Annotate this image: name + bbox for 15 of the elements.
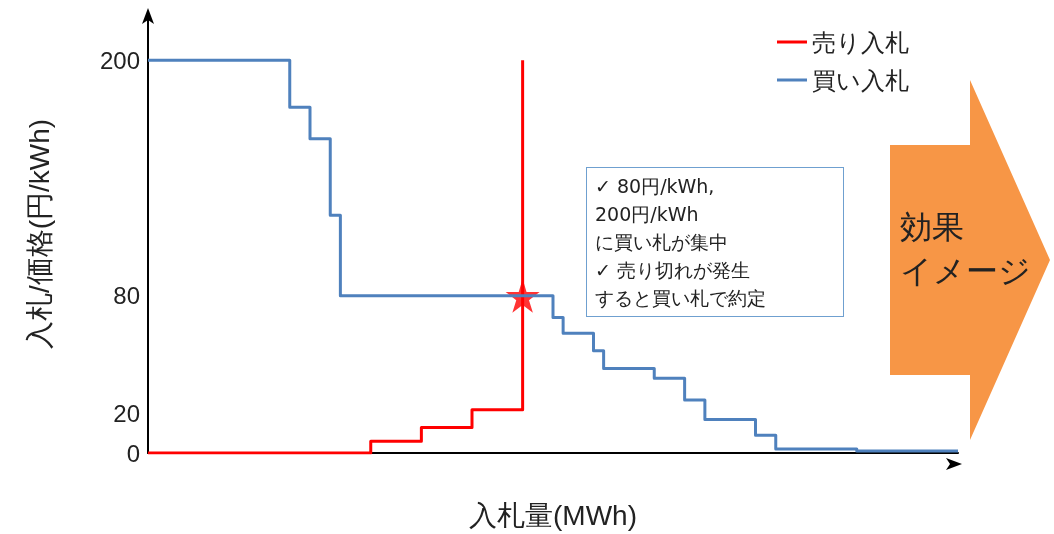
y-tick-label: 80 [113, 282, 140, 310]
annotation: イメージ [900, 251, 1031, 292]
annotation: ✓ 80円/kWh, [595, 174, 716, 199]
annotation: 効果 [900, 207, 965, 248]
x-axis-title: 入札量(MWh) [469, 499, 637, 531]
y-tick-label: 200 [99, 46, 140, 74]
y-axis-title: 入札/価格(円/kWh) [23, 118, 55, 350]
y-tick-label: 20 [113, 400, 140, 428]
annotation: ✓ 売り切れが発生 [595, 258, 751, 283]
annotation: 200円/kWh [595, 202, 700, 227]
annotation: すると買い札で約定 [595, 286, 767, 311]
y-tick-label: 0 [126, 439, 140, 467]
legend-label: 売り入札 [812, 28, 909, 56]
annotation: に買い札が集中 [595, 230, 729, 255]
legend-label: 買い入札 [812, 66, 909, 94]
